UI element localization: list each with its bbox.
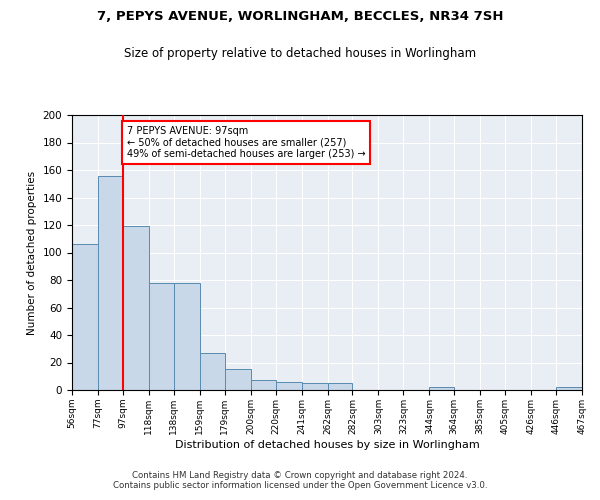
Bar bbox=[328, 383, 352, 390]
Text: 7, PEPYS AVENUE, WORLINGHAM, BECCLES, NR34 7SH: 7, PEPYS AVENUE, WORLINGHAM, BECCLES, NR… bbox=[97, 10, 503, 23]
Bar bbox=[174, 283, 200, 390]
Bar bbox=[556, 387, 582, 390]
Text: 7 PEPYS AVENUE: 97sqm
← 50% of detached houses are smaller (257)
49% of semi-det: 7 PEPYS AVENUE: 97sqm ← 50% of detached … bbox=[127, 126, 365, 159]
X-axis label: Distribution of detached houses by size in Worlingham: Distribution of detached houses by size … bbox=[175, 440, 479, 450]
Text: Size of property relative to detached houses in Worlingham: Size of property relative to detached ho… bbox=[124, 48, 476, 60]
Bar bbox=[149, 283, 174, 390]
Bar bbox=[200, 353, 224, 390]
Text: Contains HM Land Registry data © Crown copyright and database right 2024.
Contai: Contains HM Land Registry data © Crown c… bbox=[113, 470, 487, 490]
Bar bbox=[72, 244, 98, 390]
Y-axis label: Number of detached properties: Number of detached properties bbox=[27, 170, 37, 334]
Bar bbox=[98, 176, 123, 390]
Bar bbox=[224, 370, 251, 390]
Bar bbox=[251, 380, 275, 390]
Bar bbox=[302, 383, 328, 390]
Bar bbox=[123, 226, 149, 390]
Bar bbox=[430, 387, 454, 390]
Bar bbox=[275, 382, 302, 390]
